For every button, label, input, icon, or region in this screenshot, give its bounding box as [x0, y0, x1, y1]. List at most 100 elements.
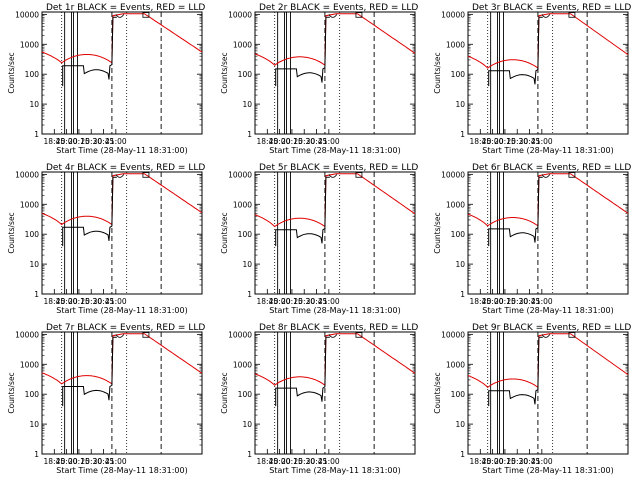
y-tick-label: 1 — [34, 290, 39, 299]
lld-series-line — [254, 173, 416, 228]
y-tick-label: 1000 — [446, 40, 465, 49]
events-top-loop — [115, 334, 125, 338]
panel-title: Det 3r BLACK = Events, RED = LLD — [472, 3, 631, 13]
y-tick-label: 1000 — [233, 40, 252, 49]
events-top-box — [142, 12, 150, 18]
x-tick-label: 20:15 — [494, 137, 516, 146]
y-tick-label: 10 — [455, 420, 465, 429]
plot-frame — [467, 331, 629, 455]
lld-series-line — [254, 333, 416, 387]
x-tick-label: 20:00 — [482, 457, 504, 466]
y-tick-label: 1 — [460, 450, 465, 459]
panel-9: Det 9r BLACK = Events, RED = LLD 1 10 100 10… — [433, 323, 631, 475]
x-tick-label: 20:00 — [269, 297, 291, 306]
x-tick-label: 18:45 — [43, 297, 65, 306]
events-series-line — [275, 16, 330, 87]
x-tick-label: 20:45 — [93, 457, 115, 466]
events-top-box — [142, 172, 150, 178]
x-tick-label: 20:00 — [269, 457, 291, 466]
x-tick-label: 20:45 — [306, 457, 328, 466]
y-axis-label: Counts/sec — [7, 372, 16, 413]
panel-title: Det 1r BLACK = Events, RED = LLD — [46, 3, 205, 13]
y-tick-label: 1 — [247, 450, 252, 459]
plot-frame — [467, 11, 629, 135]
x-tick-label: 20:15 — [68, 297, 90, 306]
events-series-line — [488, 16, 543, 87]
panel-1: Det 1r BLACK = Events, RED = LLD 1 10 100 10… — [7, 3, 205, 155]
panel-6: Det 6r BLACK = Events, RED = LLD 1 10 100 10… — [433, 163, 631, 315]
x-tick-label: 18:45 — [43, 457, 65, 466]
y-tick-label: 10000 — [441, 170, 465, 179]
y-tick-label: 10 — [242, 100, 252, 109]
y-axis-label: Counts/sec — [220, 212, 229, 253]
x-tick-label: 21:00 — [318, 297, 340, 306]
x-tick-label: 20:00 — [482, 137, 504, 146]
y-axis-label: Counts/sec — [433, 52, 442, 93]
lld-series-line — [467, 333, 629, 389]
events-series-line — [275, 336, 330, 407]
lld-series-line — [254, 13, 416, 67]
x-tick-label: 18:45 — [43, 137, 65, 146]
x-tick-label: 20:30 — [80, 137, 102, 146]
x-tick-label: 18:45 — [256, 297, 278, 306]
events-series-line — [62, 176, 117, 247]
y-tick-label: 1 — [460, 130, 465, 139]
x-axis-label: Start Time (28-May-11 18:31:00) — [269, 146, 400, 155]
lld-series-line — [41, 333, 203, 385]
events-series-line — [62, 16, 117, 87]
y-axis-label: Counts/sec — [7, 52, 16, 93]
panel-title: Det 6r BLACK = Events, RED = LLD — [472, 163, 631, 173]
x-axis-label: Start Time (28-May-11 18:31:00) — [56, 306, 187, 315]
events-top-loop — [328, 334, 338, 338]
events-top-box — [568, 172, 576, 178]
y-tick-label: 100 — [451, 230, 466, 239]
x-axis-label: Start Time (28-May-11 18:31:00) — [482, 466, 613, 475]
y-tick-label: 100 — [238, 390, 253, 399]
events-top-loop — [541, 174, 551, 178]
x-tick-label: 20:15 — [281, 137, 303, 146]
y-tick-label: 1 — [460, 290, 465, 299]
x-tick-label: 20:45 — [306, 297, 328, 306]
plot-frame — [467, 171, 629, 295]
panel-7: Det 7r BLACK = Events, RED = LLD 1 10 100 10… — [7, 323, 205, 475]
x-tick-label: 20:45 — [93, 137, 115, 146]
y-tick-label: 10 — [455, 100, 465, 109]
events-top-box — [568, 332, 576, 338]
y-tick-label: 1000 — [233, 360, 252, 369]
panel-5: Det 5r BLACK = Events, RED = LLD 1 10 100 10… — [220, 163, 418, 315]
panel-2: Det 2r BLACK = Events, RED = LLD 1 10 100 10… — [220, 3, 418, 155]
x-tick-label: 20:30 — [506, 297, 528, 306]
events-top-loop — [115, 174, 125, 178]
x-tick-label: 20:30 — [80, 297, 102, 306]
y-tick-label: 100 — [238, 70, 253, 79]
x-tick-label: 20:45 — [519, 137, 541, 146]
panel-title: Det 2r BLACK = Events, RED = LLD — [259, 3, 418, 13]
y-tick-label: 10000 — [15, 330, 39, 339]
x-tick-label: 20:45 — [93, 297, 115, 306]
panel-title: Det 8r BLACK = Events, RED = LLD — [259, 323, 418, 333]
plot-frame — [254, 11, 416, 135]
panel-8: Det 8r BLACK = Events, RED = LLD 1 10 100 10… — [220, 323, 418, 475]
y-tick-label: 10 — [242, 260, 252, 269]
y-tick-label: 1 — [247, 130, 252, 139]
y-axis-label: Counts/sec — [220, 372, 229, 413]
y-tick-label: 100 — [451, 70, 466, 79]
events-top-box — [355, 332, 363, 338]
x-tick-label: 20:15 — [494, 457, 516, 466]
events-top-box — [355, 12, 363, 18]
x-tick-label: 20:00 — [56, 457, 78, 466]
x-tick-label: 21:00 — [318, 137, 340, 146]
lld-series-line — [467, 173, 629, 227]
events-top-loop — [328, 174, 338, 178]
x-tick-label: 18:45 — [469, 297, 491, 306]
panel-3: Det 3r BLACK = Events, RED = LLD 1 10 100 10… — [433, 3, 631, 155]
events-series-line — [488, 336, 543, 407]
x-tick-label: 21:00 — [105, 297, 127, 306]
events-top-loop — [541, 14, 551, 18]
x-tick-label: 18:45 — [256, 137, 278, 146]
x-tick-label: 20:15 — [281, 297, 303, 306]
x-tick-label: 20:30 — [293, 137, 315, 146]
events-series-line — [275, 176, 330, 247]
y-tick-label: 100 — [451, 390, 466, 399]
